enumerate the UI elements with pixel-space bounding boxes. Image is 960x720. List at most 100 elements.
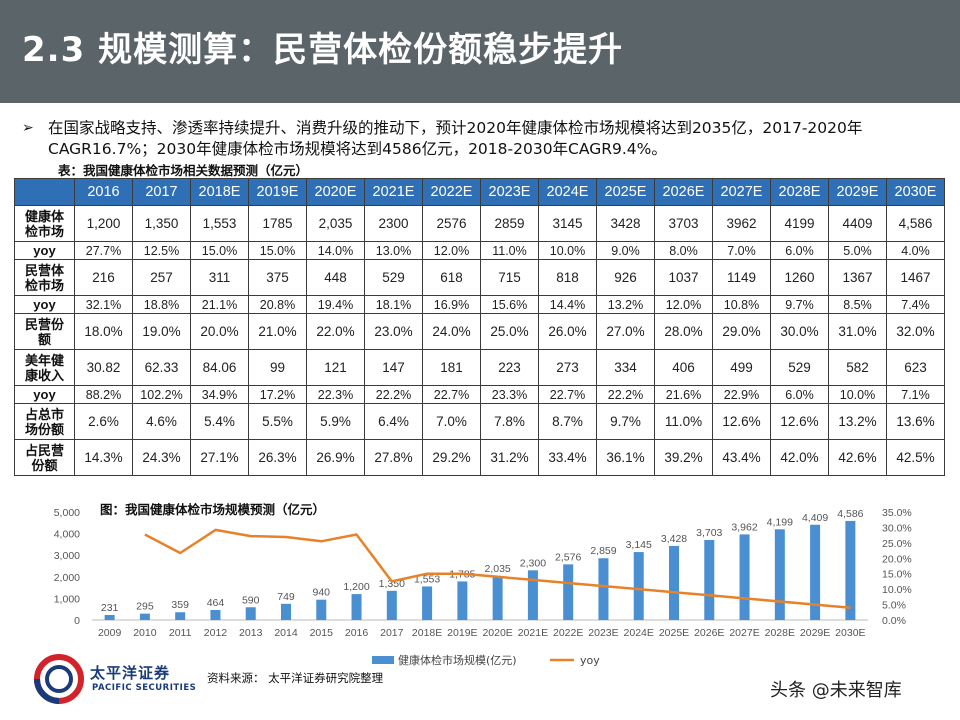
table-cell: 4.0%	[886, 241, 945, 260]
x-axis-tick-label: 2012	[204, 627, 228, 639]
table-cell: 32.0%	[886, 313, 945, 350]
table-cell: 12.5%	[132, 241, 191, 260]
table-cell: 334	[596, 349, 655, 386]
table-cell: 13.6%	[886, 403, 945, 440]
table-cell: 1,350	[132, 205, 191, 242]
bar	[281, 603, 291, 620]
table-cell: 39.2%	[654, 439, 713, 476]
left-axis-tick-label: 5,000	[54, 507, 80, 519]
pacific-securities-logo	[34, 654, 84, 704]
x-axis-tick-label: 2020E	[482, 627, 512, 639]
table-cell: 1149	[712, 259, 771, 296]
x-axis-tick-label: 2025E	[659, 627, 689, 639]
table-cell: 12.0%	[422, 241, 481, 260]
left-axis-tick-label: 1,000	[54, 593, 80, 605]
table-cell: 26.3%	[248, 439, 307, 476]
bar	[739, 534, 750, 620]
column-header: 2017	[132, 178, 191, 206]
table-cell: 7.8%	[480, 403, 539, 440]
x-axis-tick-label: 2029E	[800, 627, 830, 639]
table-cell: 18.8%	[132, 295, 191, 314]
table-cell: 5.0%	[828, 241, 887, 260]
table-cell: 1785	[248, 205, 307, 242]
brand-name-en: PACIFIC SECURITIES	[92, 683, 197, 693]
table-cell: 32.1%	[74, 295, 133, 314]
bar-data-label: 4,586	[837, 508, 863, 520]
table-cell: 26.9%	[306, 439, 365, 476]
bar-data-label: 4,199	[767, 516, 793, 528]
bar-data-label: 749	[277, 591, 295, 603]
table-cell: 36.1%	[596, 439, 655, 476]
bar	[563, 564, 574, 620]
row-label: 占民营份额	[14, 439, 75, 476]
bar	[527, 570, 538, 620]
table-cell: 12.6%	[712, 403, 771, 440]
table-cell: 13.2%	[596, 295, 655, 314]
forecast-table: 2016 2017 2018E 2019E 2020E 2021E 2022E …	[14, 178, 945, 476]
table-cell: 2300	[364, 205, 423, 242]
table-header-row: 2016 2017 2018E 2019E 2020E 2021E 2022E …	[14, 178, 945, 206]
column-header: 2029E	[828, 178, 887, 206]
bar-data-label: 1,553	[414, 573, 440, 585]
table-row: yoy 32.1% 18.8% 21.1% 20.8% 19.4% 18.1% 16.9% 15…	[14, 295, 945, 314]
x-axis-tick-label: 2009	[98, 627, 122, 639]
table-cell: 33.4%	[538, 439, 597, 476]
table-cell: 14.4%	[538, 295, 597, 314]
right-axis-tick-label: 10.0%	[882, 584, 912, 596]
table-cell: 22.2%	[596, 385, 655, 404]
table-cell: 15.6%	[480, 295, 539, 314]
table-cell: 22.3%	[306, 385, 365, 404]
bar	[457, 581, 468, 620]
legend-bar-swatch	[372, 656, 394, 664]
yoy-line	[144, 528, 851, 609]
watermark: 头条 @未来智库	[770, 680, 902, 701]
table-cell: 3703	[654, 205, 713, 242]
table-cell: 8.7%	[538, 403, 597, 440]
column-header: 2021E	[364, 178, 423, 206]
table-cell: 12.6%	[770, 403, 829, 440]
table-cell: 2.6%	[74, 403, 133, 440]
bar-data-label: 359	[171, 599, 189, 611]
table-cell: 216	[74, 259, 133, 296]
table-cell: 147	[364, 349, 423, 386]
bar-data-label: 590	[242, 594, 260, 606]
table-cell: 499	[712, 349, 771, 386]
table-cell: 7.4%	[886, 295, 945, 314]
right-axis-tick-label: 30.0%	[882, 522, 912, 534]
table-cell: 16.9%	[422, 295, 481, 314]
table-cell: 257	[132, 259, 191, 296]
bar	[316, 599, 327, 620]
bar	[210, 609, 221, 620]
table-cell: 42.0%	[770, 439, 829, 476]
table-cell: 6.0%	[770, 241, 829, 260]
table-row: 占总市场份额 2.6% 4.6% 5.4% 5.5% 5.9% 6.4% 7.0% 7.8% 8.…	[14, 403, 945, 440]
table-cell: 9.0%	[596, 241, 655, 260]
x-axis-tick-label: 2014	[274, 627, 298, 639]
table-caption: 表：我国健康体检市场相关数据预测（亿元）	[58, 163, 309, 178]
table-cell: 5.9%	[306, 403, 365, 440]
bar	[774, 529, 785, 620]
row-label: yoy	[14, 295, 75, 314]
table-cell: 99	[248, 349, 307, 386]
table-cell: 582	[828, 349, 887, 386]
table-cell: 62.33	[132, 349, 191, 386]
table-cell: 102.2%	[132, 385, 191, 404]
table-cell: 27.1%	[190, 439, 249, 476]
table-cell: 14.3%	[74, 439, 133, 476]
right-axis-tick-label: 20.0%	[882, 553, 912, 565]
bar	[669, 545, 679, 620]
x-axis-tick-label: 2026E	[694, 627, 724, 639]
row-label: 民营体检市场	[14, 259, 75, 296]
table-cell: 1037	[654, 259, 713, 296]
x-axis-tick-label: 2023E	[588, 627, 618, 639]
table-cell: 25.0%	[480, 313, 539, 350]
bar-data-label: 2,035	[484, 563, 510, 575]
column-header: 2022E	[422, 178, 481, 206]
table-cell: 623	[886, 349, 945, 386]
table-cell: 42.5%	[886, 439, 945, 476]
table-cell: 2576	[422, 205, 481, 242]
table-cell: 7.0%	[712, 241, 771, 260]
table-cell: 22.9%	[712, 385, 771, 404]
x-axis-tick-label: 2028E	[765, 627, 795, 639]
slide-title: 2.3 规模测算：民营体检份额稳步提升	[22, 30, 624, 70]
